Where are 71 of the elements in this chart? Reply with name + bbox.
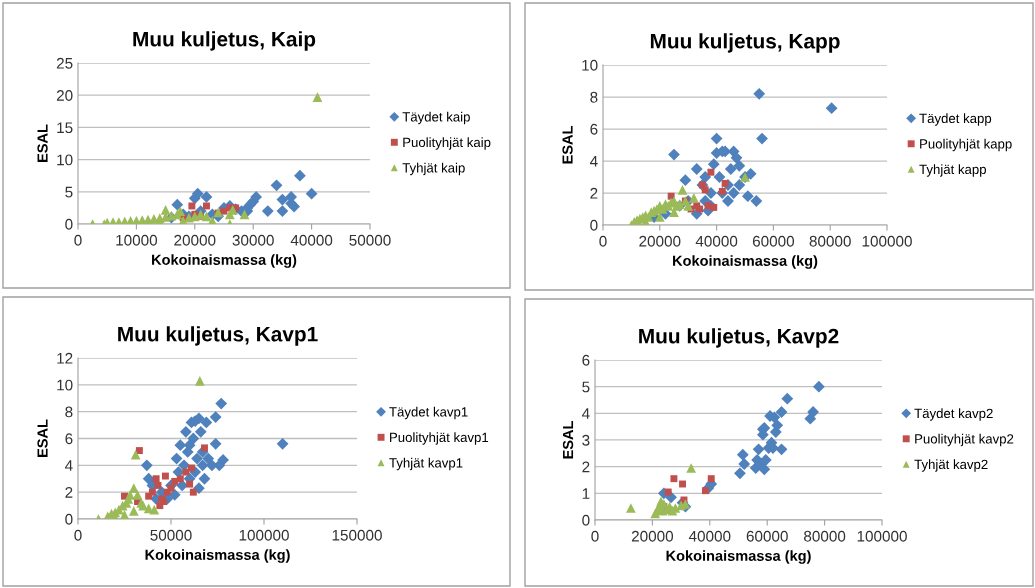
x-tick-label: 50000 [349, 234, 391, 246]
x-axis-title: Kokoinaismassa (kg) [666, 550, 811, 564]
y-tick-label: 6 [65, 433, 73, 445]
y-tick-label: 15 [57, 122, 73, 134]
legend-label: Puolityhjät kaip [403, 137, 491, 150]
legend-label: Tyhjät kavp2 [914, 459, 988, 472]
x-tick-label: 20000 [174, 234, 216, 246]
y-tick-label: 4 [64, 460, 73, 471]
y-tick-label: 10 [582, 59, 598, 71]
x-tick-label: 40000 [688, 530, 731, 542]
x-tick-label: 100000 [862, 235, 912, 247]
y-tick-label: 25 [56, 57, 73, 69]
y-tick-label: 2 [65, 487, 73, 498]
y-tick-label: 4 [581, 408, 590, 419]
y-tick-label: 10 [57, 154, 73, 166]
y-axis-title: ESAL [562, 421, 574, 459]
x-axis-title: Kokoinaismassa (kg) [145, 549, 290, 563]
legend-label: Täydet kapp [919, 113, 992, 126]
chart-title: Muu kuljetus, Kaip [133, 31, 316, 51]
legend-label: Puolityhjät kavp1 [390, 432, 489, 445]
y-tick-label: 0 [582, 514, 590, 526]
y-tick-label: 2 [590, 187, 598, 199]
x-tick-label: 0 [74, 529, 82, 541]
y-tick-label: 3 [582, 434, 590, 446]
y-tick-label: 12 [57, 352, 73, 364]
y-tick-label: 8 [65, 406, 73, 418]
legend-label: Täydet kaip [402, 111, 470, 125]
y-tick-label: 0 [65, 513, 73, 525]
y-tick-label: 8 [590, 91, 598, 103]
x-tick-label: 30000 [232, 234, 274, 246]
y-tick-label: 5 [65, 186, 73, 198]
y-tick-label: 0 [590, 219, 598, 231]
x-tick-label: 60000 [752, 235, 795, 247]
legend-label: Tyhjät kavp1 [389, 457, 463, 471]
x-tick-label: 40000 [695, 235, 738, 247]
chart-title: Muu kuljetus, Kavp2 [639, 328, 839, 348]
legend-label: Täydet kavp2 [914, 408, 993, 421]
y-tick-label: 2 [582, 461, 590, 473]
x-tick-label: 0 [74, 234, 82, 246]
legend-label: Tyhjät kaip [402, 162, 465, 176]
y-tick-label: 6 [590, 123, 598, 135]
chart-title: Muu kuljetus, Kapp [650, 33, 840, 53]
y-tick-label: 1 [582, 488, 590, 499]
y-tick-label: 6 [582, 354, 590, 366]
x-axis-title: Kokoinaismassa (kg) [152, 254, 297, 268]
x-axis-title: Kokoinaismassa (kg) [673, 255, 818, 269]
y-axis-title: ESAL [562, 126, 573, 164]
y-axis-title: ESAL [37, 419, 48, 457]
y-tick-label: 5 [582, 381, 590, 393]
x-tick-label: 60000 [746, 530, 788, 542]
x-tick-label: 80000 [809, 235, 851, 247]
y-tick-label: 20 [56, 90, 73, 101]
x-tick-label: 0 [599, 235, 607, 247]
y-tick-label: 10 [57, 379, 73, 391]
legend-label: Täydet kavp1 [389, 406, 468, 420]
x-tick-label: 20000 [631, 530, 674, 542]
legend-label: Tyhjät kapp [919, 164, 986, 177]
legend-label: Puolityhjät kapp [920, 138, 1012, 152]
x-tick-label: 40000 [290, 234, 333, 246]
x-tick-label: 150000 [332, 529, 382, 541]
y-axis-title: ESAL [37, 124, 48, 162]
x-tick-label: 20000 [639, 235, 681, 247]
y-tick-label: 4 [589, 156, 598, 167]
x-tick-label: 10000 [116, 234, 158, 246]
chart-title: Muu kuljetus, Kavp1 [118, 326, 318, 346]
x-tick-label: 50000 [150, 529, 192, 541]
y-tick-label: 0 [65, 218, 73, 230]
x-tick-label: 100000 [857, 530, 907, 542]
legend-label: Puolityhjät kavp2 [915, 433, 1014, 447]
x-tick-label: 100000 [239, 529, 289, 541]
x-tick-label: 80000 [804, 530, 846, 542]
